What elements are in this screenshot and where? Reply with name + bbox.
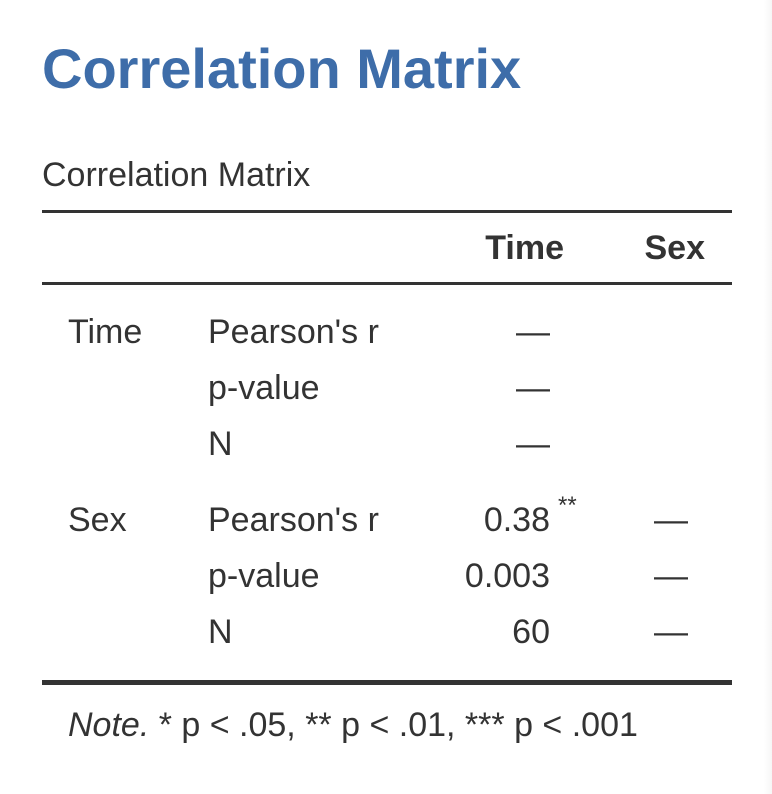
table-note: Note. * p < .05, ** p < .01, *** p < .00… <box>68 706 638 745</box>
stat-label: N <box>208 613 233 651</box>
column-header-sex: Sex <box>644 229 706 267</box>
table-header-rule <box>42 282 732 285</box>
cell-time-time-r: — <box>516 313 550 351</box>
stat-label: p-value <box>208 557 320 595</box>
row-variable-sex: Sex <box>68 501 127 539</box>
page-title: Correlation Matrix <box>42 37 522 100</box>
row-variable-time: Time <box>68 313 143 351</box>
cell-sex-time-n: 60 <box>512 613 550 651</box>
cell-sex-sex-p: — <box>654 557 688 595</box>
cell-sex-sex-r: — <box>654 501 688 539</box>
cell-sex-sex-n: — <box>654 613 688 651</box>
cell-time-time-n: — <box>516 425 550 463</box>
note-label: Note. <box>68 706 150 744</box>
stat-label: Pearson's r <box>208 313 379 351</box>
stat-label: p-value <box>208 369 320 407</box>
cell-time-time-p: — <box>516 369 550 407</box>
column-header-time: Time <box>485 229 564 267</box>
cell-sex-time-r: 0.38 <box>483 501 550 539</box>
page-edge-shadow <box>764 0 772 794</box>
table-top-rule <box>42 210 732 213</box>
stat-label: N <box>208 425 233 463</box>
stat-label: Pearson's r <box>208 501 379 539</box>
table-caption: Correlation Matrix <box>42 156 311 194</box>
significance-marker: ** <box>558 492 577 519</box>
note-text: * p < .05, ** p < .01, *** p < .001 <box>149 706 638 744</box>
cell-sex-time-p: 0.003 <box>464 557 550 595</box>
table-bottom-rule <box>42 680 732 685</box>
